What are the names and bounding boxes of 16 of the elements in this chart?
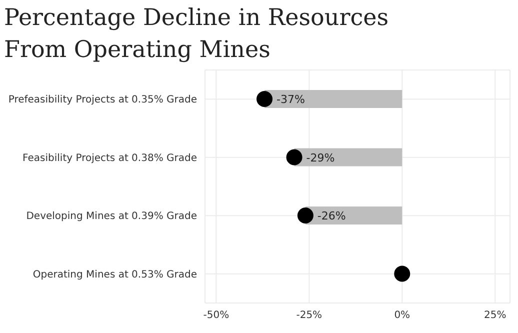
x-tick-label: 0% <box>394 310 410 322</box>
x-tick-label: -50% <box>203 310 230 322</box>
x-tick-label: 25% <box>484 310 506 322</box>
y-tick-label: Developing Mines at 0.39% Grade <box>26 211 197 222</box>
point <box>394 266 410 282</box>
y-tick-label: Operating Mines at 0.53% Grade <box>32 269 197 280</box>
chart-title: Percentage Decline in Resources From Operating Mines <box>3 4 390 65</box>
x-tick-label: -25% <box>296 310 322 322</box>
point <box>256 91 273 107</box>
data-label: -29% <box>306 151 335 164</box>
data-label: -26% <box>317 210 346 222</box>
point <box>286 149 302 166</box>
point <box>297 208 314 224</box>
data-label: -37% <box>276 93 305 106</box>
y-tick-label: Prefeasibility Projects at 0.35% Grade <box>8 94 197 106</box>
y-tick-label: Feasibility Projects at 0.38% Grade <box>22 152 197 164</box>
